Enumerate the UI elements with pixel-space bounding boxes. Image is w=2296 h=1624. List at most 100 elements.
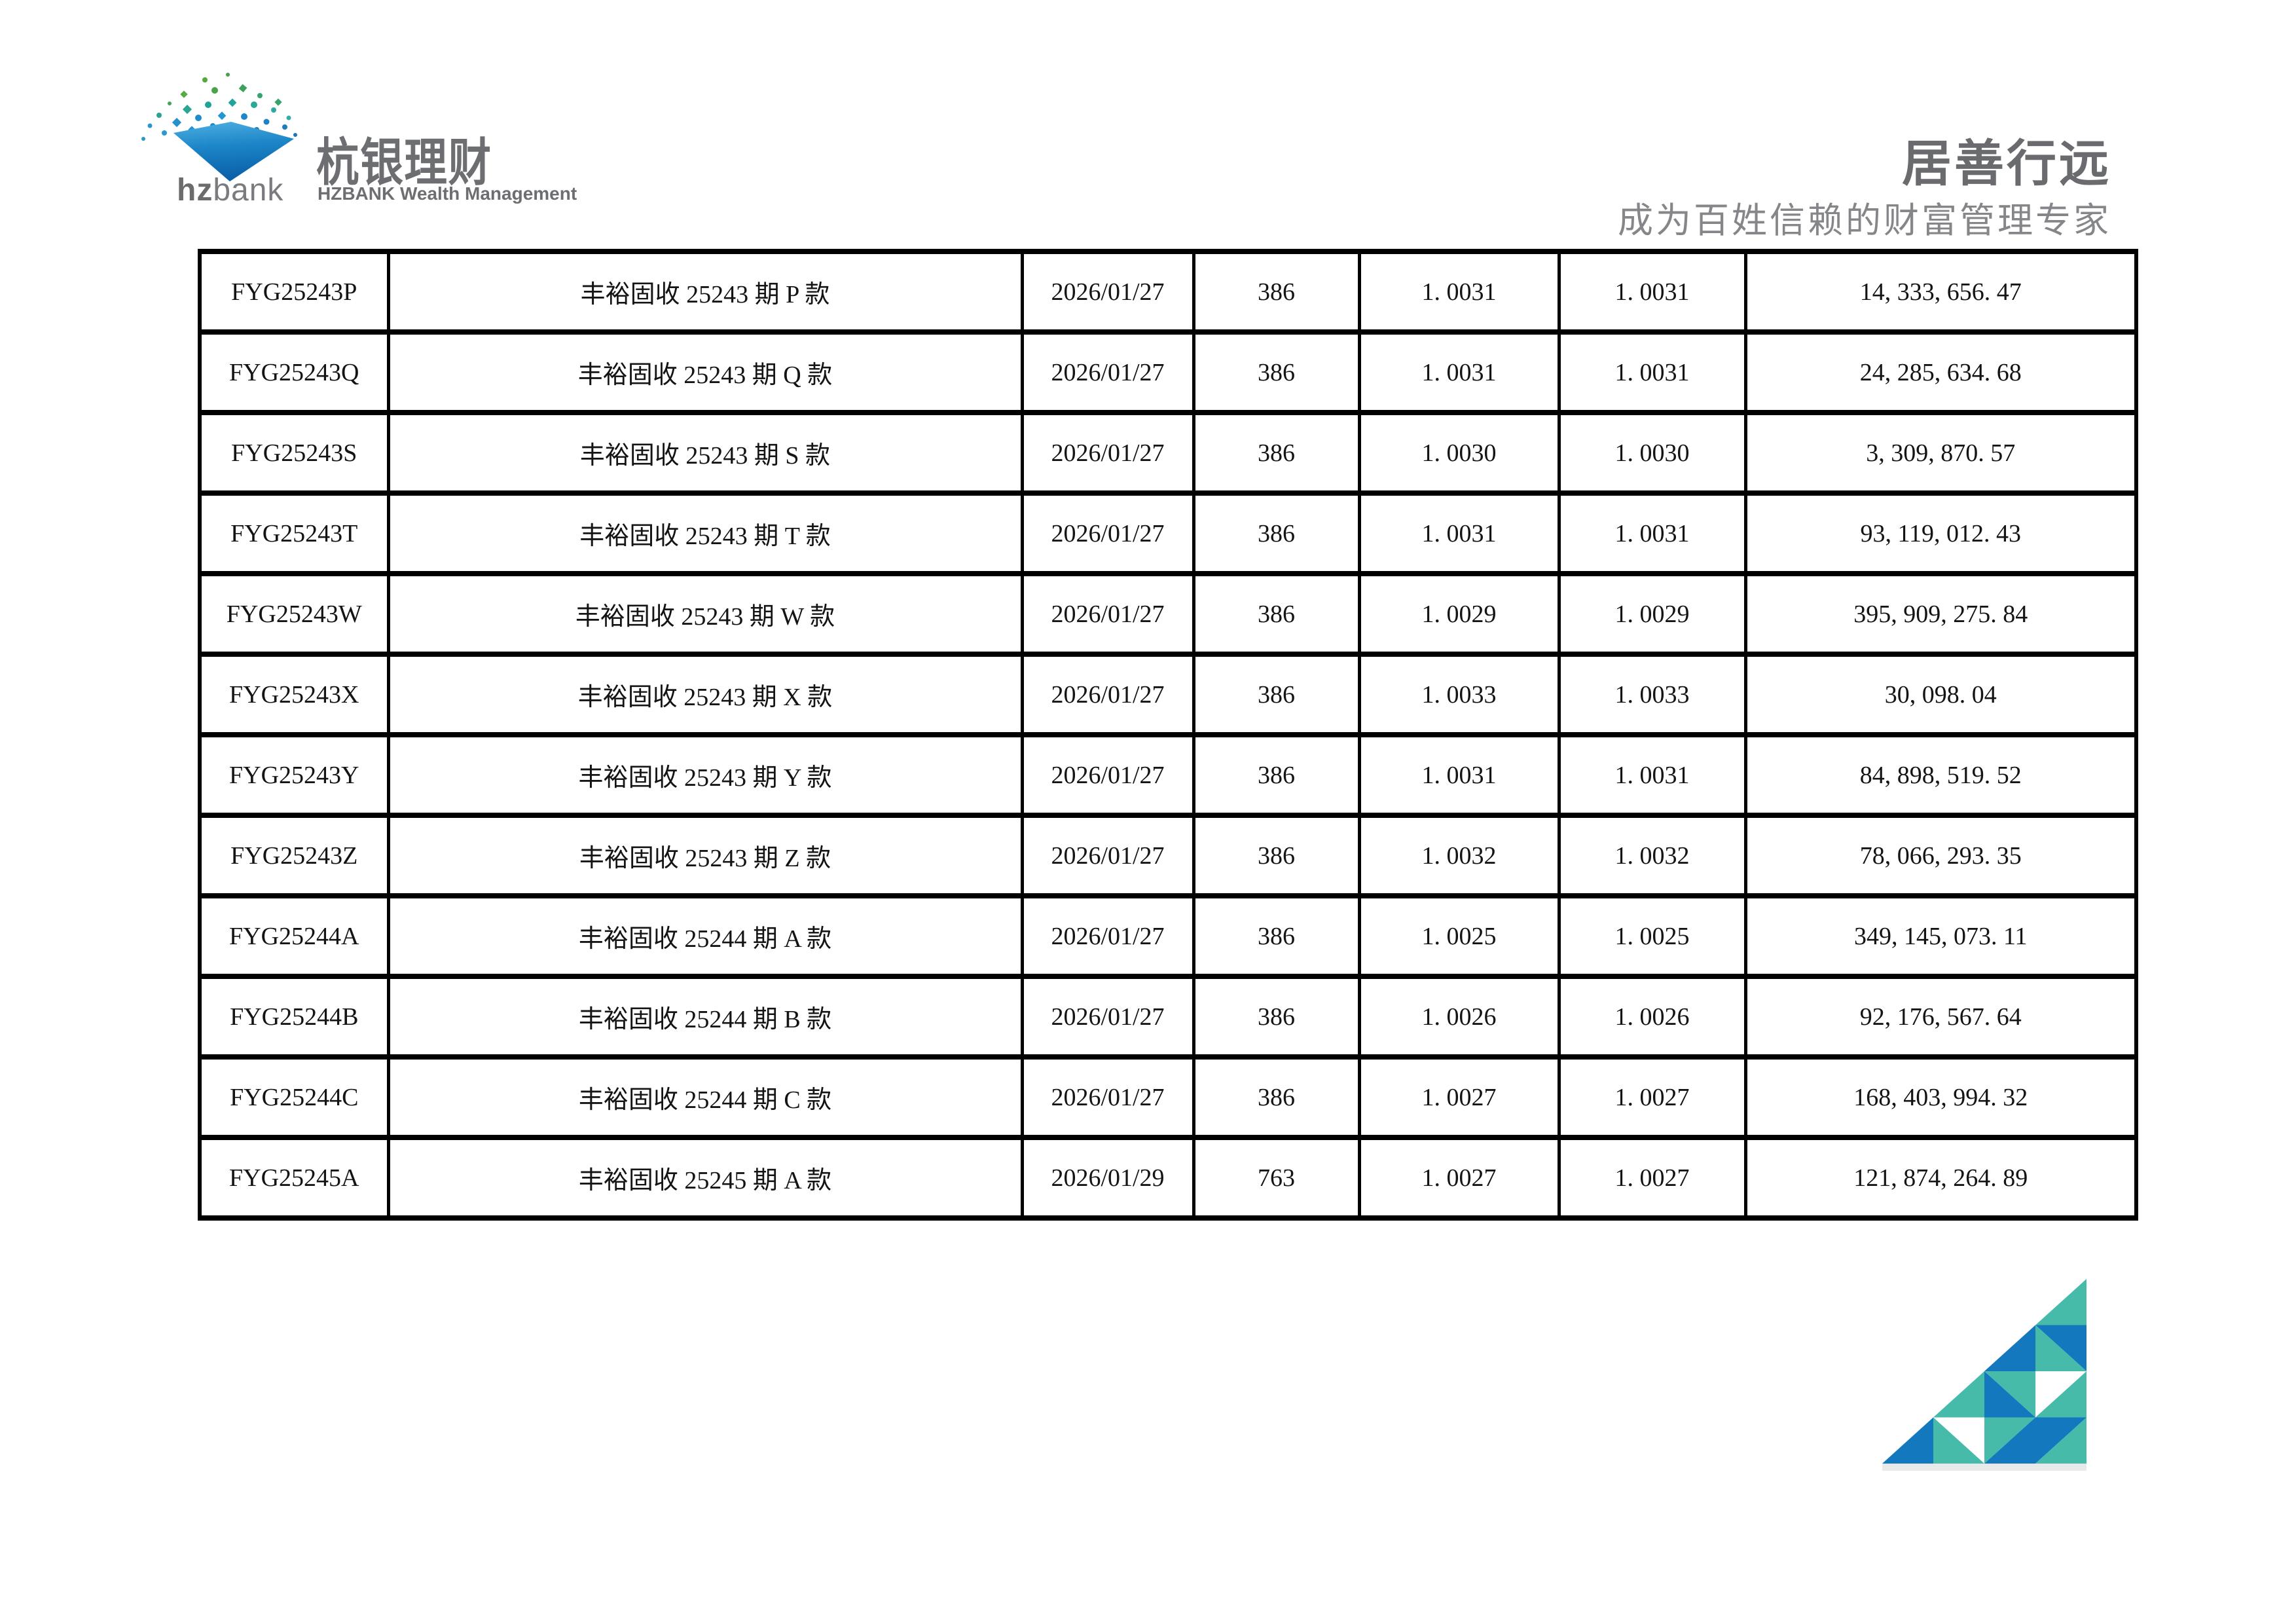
- cell-days: 386: [1192, 410, 1361, 496]
- cell-days: 386: [1192, 1054, 1361, 1140]
- cell-cum-nav: 1. 0027: [1557, 1135, 1747, 1221]
- cell-product-name: 丰裕固收 25243 期 P 款: [386, 249, 1024, 335]
- cell-product-code: FYG25245A: [198, 1135, 390, 1221]
- cell-nav: 1. 0031: [1357, 490, 1561, 576]
- cell-amount: 92, 176, 567. 64: [1743, 974, 2138, 1060]
- cell-amount: 78, 066, 293. 35: [1743, 813, 2138, 898]
- cell-product-name: 丰裕固收 25243 期 Q 款: [386, 329, 1024, 415]
- table-row: FYG25244C 丰裕固收 25244 期 C 款 2026/01/27 38…: [198, 1054, 2138, 1140]
- cell-amount: 24, 285, 634. 68: [1743, 329, 2138, 415]
- cell-date: 2026/01/27: [1020, 249, 1195, 335]
- table-row: FYG25244B 丰裕固收 25244 期 B 款 2026/01/27 38…: [198, 974, 2138, 1060]
- table-row: FYG25244A 丰裕固收 25244 期 A 款 2026/01/27 38…: [198, 893, 2138, 979]
- cell-product-name: 丰裕固收 25243 期 S 款: [386, 410, 1024, 496]
- cell-nav: 1. 0032: [1357, 813, 1561, 898]
- wordmark-bank: bank: [213, 173, 284, 208]
- cell-date: 2026/01/27: [1020, 893, 1195, 979]
- cell-product-name: 丰裕固收 25243 期 X 款: [386, 652, 1024, 737]
- cell-cum-nav: 1. 0032: [1557, 813, 1747, 898]
- cell-amount: 349, 145, 073. 11: [1743, 893, 2138, 979]
- cell-nav: 1. 0030: [1357, 410, 1561, 496]
- cell-nav: 1. 0026: [1357, 974, 1561, 1060]
- cell-nav: 1. 0033: [1357, 652, 1561, 737]
- cell-product-name: 丰裕固收 25245 期 A 款: [386, 1135, 1024, 1221]
- table-row: FYG25245A 丰裕固收 25245 期 A 款 2026/01/29 76…: [198, 1135, 2138, 1221]
- table-row: FYG25243S 丰裕固收 25243 期 S 款 2026/01/27 38…: [198, 410, 2138, 496]
- cell-date: 2026/01/27: [1020, 974, 1195, 1060]
- cell-cum-nav: 1. 0025: [1557, 893, 1747, 979]
- table-row: FYG25243Z 丰裕固收 25243 期 Z 款 2026/01/27 38…: [198, 813, 2138, 898]
- cell-product-code: FYG25243Q: [198, 329, 390, 415]
- cell-amount: 395, 909, 275. 84: [1743, 571, 2138, 657]
- cell-amount: 93, 119, 012. 43: [1743, 490, 2138, 576]
- cell-nav: 1. 0031: [1357, 249, 1561, 335]
- hzbank-logo-icon: [141, 73, 297, 181]
- cell-cum-nav: 1. 0031: [1557, 490, 1747, 576]
- cell-amount: 14, 333, 656. 47: [1743, 249, 2138, 335]
- cell-date: 2026/01/27: [1020, 329, 1195, 415]
- cell-cum-nav: 1. 0033: [1557, 652, 1747, 737]
- cell-amount: 168, 403, 994. 32: [1743, 1054, 2138, 1140]
- cell-days: 386: [1192, 813, 1361, 898]
- cell-date: 2026/01/29: [1020, 1135, 1195, 1221]
- cell-product-code: FYG25243Z: [198, 813, 390, 898]
- product-table: FYG25243P 丰裕固收 25243 期 P 款 2026/01/27 38…: [198, 249, 2138, 1221]
- cell-product-code: FYG25243P: [198, 249, 390, 335]
- cell-product-name: 丰裕固收 25243 期 Z 款: [386, 813, 1024, 898]
- brand-name-english: HZBANK Wealth Management: [318, 183, 577, 204]
- cell-amount: 3, 309, 870. 57: [1743, 410, 2138, 496]
- cell-nav: 1. 0027: [1357, 1135, 1561, 1221]
- cell-cum-nav: 1. 0029: [1557, 571, 1747, 657]
- cell-days: 386: [1192, 732, 1361, 818]
- cell-days: 386: [1192, 571, 1361, 657]
- cell-amount: 84, 898, 519. 52: [1743, 732, 2138, 818]
- cell-nav: 1. 0025: [1357, 893, 1561, 979]
- mosaic-base-strip: [1882, 1464, 2086, 1471]
- cell-days: 386: [1192, 329, 1361, 415]
- cell-product-code: FYG25243S: [198, 410, 390, 496]
- cell-days: 386: [1192, 249, 1361, 335]
- cell-product-code: FYG25243Y: [198, 732, 390, 818]
- cell-product-name: 丰裕固收 25243 期 T 款: [386, 490, 1024, 576]
- cell-date: 2026/01/27: [1020, 813, 1195, 898]
- logo-wordmark: hzbank: [177, 172, 283, 208]
- cell-date: 2026/01/27: [1020, 410, 1195, 496]
- cell-product-name: 丰裕固收 25244 期 C 款: [386, 1054, 1024, 1140]
- cell-days: 386: [1192, 893, 1361, 979]
- cell-days: 386: [1192, 490, 1361, 576]
- corner-triangle-mosaic-graphic: [1882, 1279, 2086, 1471]
- cell-date: 2026/01/27: [1020, 652, 1195, 737]
- cell-product-code: FYG25243X: [198, 652, 390, 737]
- logo-diamond-icon: [173, 122, 294, 181]
- slogan-subtitle: 成为百姓信赖的财富管理专家: [1618, 201, 2111, 240]
- cell-date: 2026/01/27: [1020, 732, 1195, 818]
- brand-name-chinese: 杭银理财: [316, 134, 492, 191]
- table-row: FYG25243P 丰裕固收 25243 期 P 款 2026/01/27 38…: [198, 249, 2138, 335]
- table-row: FYG25243Y 丰裕固收 25243 期 Y 款 2026/01/27 38…: [198, 732, 2138, 818]
- cell-amount: 121, 874, 264. 89: [1743, 1135, 2138, 1221]
- cell-product-code: FYG25244C: [198, 1054, 390, 1140]
- cell-days: 386: [1192, 974, 1361, 1060]
- table-row: FYG25243W 丰裕固收 25243 期 W 款 2026/01/27 38…: [198, 571, 2138, 657]
- cell-days: 386: [1192, 652, 1361, 737]
- table-row: FYG25243X 丰裕固收 25243 期 X 款 2026/01/27 38…: [198, 652, 2138, 737]
- cell-cum-nav: 1. 0026: [1557, 974, 1747, 1060]
- wordmark-hz: hz: [177, 173, 213, 208]
- cell-cum-nav: 1. 0031: [1557, 732, 1747, 818]
- cell-product-code: FYG25244A: [198, 893, 390, 979]
- table-row: FYG25243Q 丰裕固收 25243 期 Q 款 2026/01/27 38…: [198, 329, 2138, 415]
- cell-product-code: FYG25244B: [198, 974, 390, 1060]
- cell-product-name: 丰裕固收 25244 期 A 款: [386, 893, 1024, 979]
- cell-amount: 30, 098. 04: [1743, 652, 2138, 737]
- cell-cum-nav: 1. 0030: [1557, 410, 1747, 496]
- cell-product-name: 丰裕固收 25244 期 B 款: [386, 974, 1024, 1060]
- cell-nav: 1. 0031: [1357, 732, 1561, 818]
- cell-date: 2026/01/27: [1020, 571, 1195, 657]
- cell-cum-nav: 1. 0027: [1557, 1054, 1747, 1140]
- cell-nav: 1. 0027: [1357, 1054, 1561, 1140]
- cell-date: 2026/01/27: [1020, 490, 1195, 576]
- cell-product-code: FYG25243T: [198, 490, 390, 576]
- cell-nav: 1. 0029: [1357, 571, 1561, 657]
- slogan-title: 居善行远: [1902, 136, 2111, 192]
